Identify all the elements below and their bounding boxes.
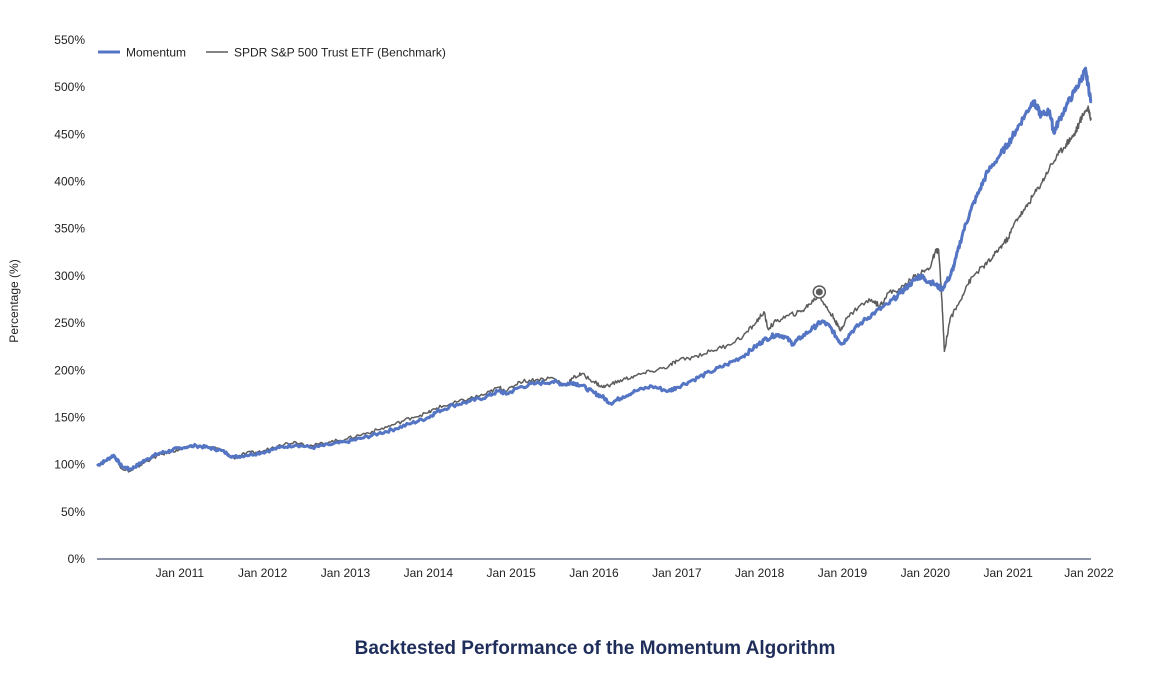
y-axis-title: Percentage (%) bbox=[7, 259, 21, 342]
y-tick-label: 400% bbox=[54, 175, 85, 189]
y-tick-label: 100% bbox=[54, 458, 85, 472]
y-axis-ticks: 0% 50% 100% 150% 200% 250% 300% 350% 400% 450% 500… bbox=[54, 33, 85, 566]
y-tick-label: 250% bbox=[54, 316, 85, 330]
y-tick-label: 150% bbox=[54, 410, 85, 424]
x-tick-label: Jan 2017 bbox=[652, 566, 702, 580]
legend: Momentum SPDR S&P 500 Trust ETF (Benchma… bbox=[98, 46, 446, 60]
x-tick-label: Jan 2019 bbox=[818, 566, 868, 580]
y-tick-label: 450% bbox=[54, 127, 85, 141]
x-tick-label: Jan 2021 bbox=[983, 566, 1033, 580]
y-tick-label: 200% bbox=[54, 363, 85, 377]
legend-label-benchmark: SPDR S&P 500 Trust ETF (Benchmark) bbox=[234, 46, 446, 60]
x-tick-label: Jan 2022 bbox=[1064, 566, 1114, 580]
x-tick-label: Jan 2020 bbox=[901, 566, 951, 580]
legend-item-momentum[interactable]: Momentum bbox=[98, 46, 186, 60]
series-line-momentum[interactable] bbox=[96, 66, 1093, 472]
x-tick-label: Jan 2012 bbox=[238, 566, 288, 580]
y-tick-label: 350% bbox=[54, 222, 85, 236]
x-tick-label: Jan 2018 bbox=[735, 566, 785, 580]
series-layer bbox=[96, 66, 1093, 473]
x-tick-label: Jan 2014 bbox=[404, 566, 454, 580]
y-tick-label: 0% bbox=[68, 552, 86, 566]
legend-label-momentum: Momentum bbox=[126, 46, 186, 60]
hover-marker-dot[interactable] bbox=[815, 288, 823, 296]
legend-item-benchmark[interactable]: SPDR S&P 500 Trust ETF (Benchmark) bbox=[206, 46, 446, 60]
x-tick-label: Jan 2011 bbox=[156, 566, 205, 580]
x-axis-ticks: Jan 2011 Jan 2012 Jan 2013 Jan 2014 Jan 2015… bbox=[156, 566, 1114, 580]
x-tick-label: Jan 2016 bbox=[569, 566, 619, 580]
y-tick-label: 50% bbox=[61, 505, 85, 519]
x-tick-label: Jan 2013 bbox=[321, 566, 371, 580]
annotation-layer bbox=[812, 285, 827, 299]
y-tick-label: 550% bbox=[54, 33, 85, 47]
y-tick-label: 500% bbox=[54, 80, 85, 94]
chart-title: Backtested Performance of the Momentum A… bbox=[355, 638, 836, 659]
y-tick-label: 300% bbox=[54, 269, 85, 283]
x-tick-label: Jan 2015 bbox=[486, 566, 536, 580]
